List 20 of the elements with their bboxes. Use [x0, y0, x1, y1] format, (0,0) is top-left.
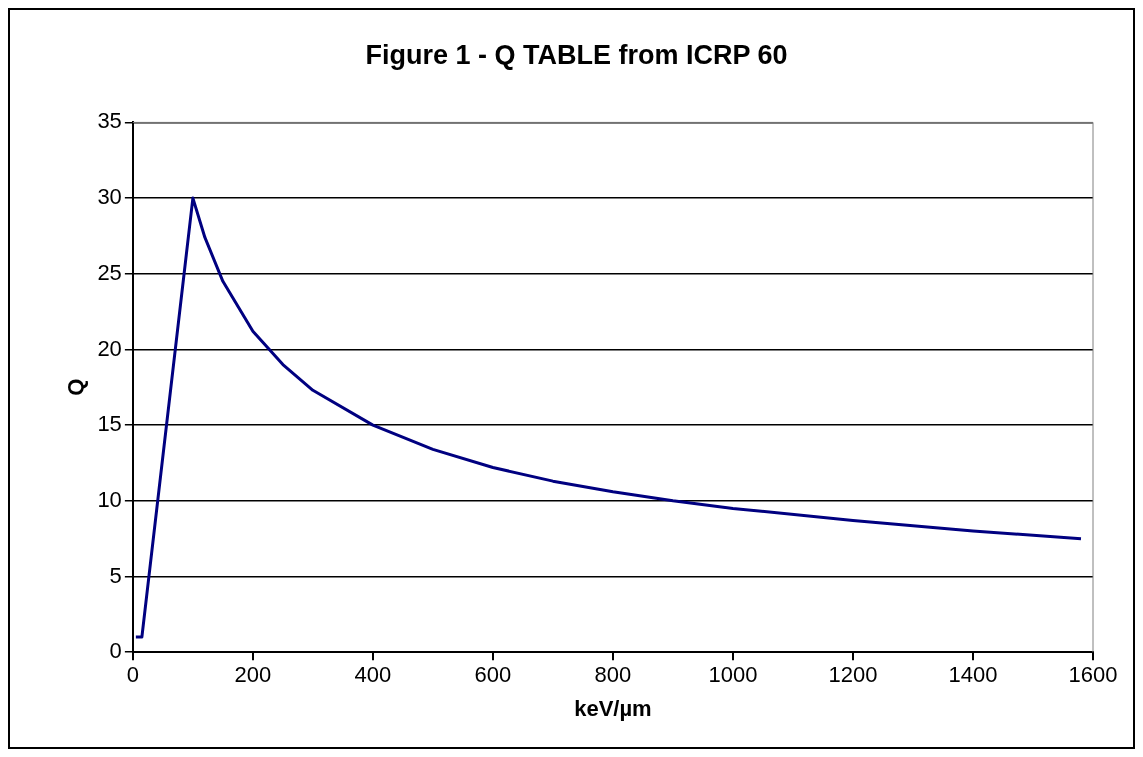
x-tick-label: 800: [594, 662, 632, 688]
x-tick-label: 1600: [1068, 662, 1118, 688]
chart-title: Figure 1 - Q TABLE from ICRP 60: [365, 39, 788, 70]
x-tick-label: 200: [234, 662, 272, 688]
x-tick-label: 0: [126, 662, 139, 688]
y-axis-title: Q: [63, 378, 89, 396]
y-tick-label: 20: [97, 335, 122, 361]
y-tick-label: 35: [97, 108, 122, 134]
y-tick-label: 5: [109, 562, 122, 588]
y-tick-label: 10: [97, 486, 122, 512]
y-tick-label: 15: [97, 411, 122, 437]
x-axis-title: keV/µm: [574, 695, 652, 721]
x-tick-label: 1400: [948, 662, 998, 688]
y-tick-label: 25: [97, 259, 122, 285]
x-tick-label: 1000: [708, 662, 758, 688]
x-tick-label: 400: [354, 662, 392, 688]
y-tick-label: 0: [109, 638, 122, 664]
x-tick-label: 1200: [828, 662, 878, 688]
y-tick-label: 30: [97, 184, 122, 210]
x-tick-label: 600: [474, 662, 512, 688]
